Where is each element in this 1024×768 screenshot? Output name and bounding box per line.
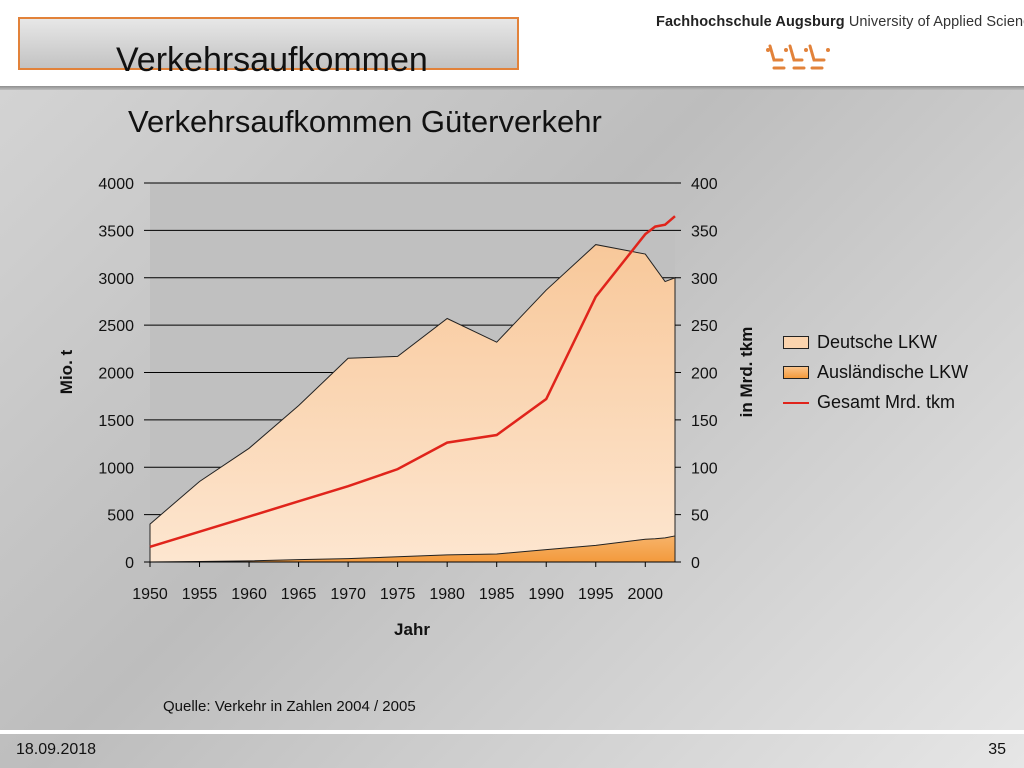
university-name: Fachhochschule Augsburg University of Ap… [656,14,1024,30]
y2-tick-label: 300 [691,271,718,288]
x-tick-label: 1975 [380,586,416,603]
y2-tick-label: 250 [691,318,718,335]
y-tick-label: 2000 [98,366,134,383]
legend-swatch-auslaendische-lkw [783,366,809,379]
footer-date: 18.09.2018 [16,741,97,758]
x-tick-label: 1950 [132,586,168,603]
page-number: 35 [988,741,1006,758]
y-tick-label: 0 [125,555,134,572]
legend-label-deutsche-lkw: Deutsche LKW [817,332,938,352]
university-name-rest: University of Applied Sciences [848,14,1024,30]
x-tick-label: 1960 [231,586,267,603]
y-tick-label: 2500 [98,318,134,335]
university-name-bold: Fachhochschule Augsburg [656,14,845,30]
x-tick-label: 1990 [528,586,564,603]
y-tick-label: 3500 [98,223,134,240]
y2-axis-title: in Mrd. tkm [737,327,756,418]
legend-line-gesamt [783,402,809,404]
legend-label-gesamt: Gesamt Mrd. tkm [817,392,956,412]
y-tick-label: 3000 [98,271,134,288]
y2-tick-label: 0 [691,555,700,572]
area-auslaendische-lkw [149,535,676,563]
y2-tick-label: 100 [691,460,718,477]
university-logo-icon [766,44,830,70]
x-tick-label: 1980 [429,586,465,603]
y-tick-label: 500 [107,508,134,525]
x-tick-label: 1995 [578,586,614,603]
y2-tick-label: 150 [691,413,718,430]
slide-title: Verkehrsaufkommen [116,41,428,79]
x-tick-label: 2000 [627,586,663,603]
source-note: Quelle: Verkehr in Zahlen 2004 / 2005 [163,698,416,715]
y2-tick-label: 50 [691,508,709,525]
header-divider [0,86,1024,90]
x-tick-label: 1955 [182,586,218,603]
legend-label-auslaendische-lkw: Ausländische LKW [817,362,969,382]
y-tick-label: 1500 [98,413,134,430]
x-tick-label: 1970 [330,586,366,603]
x-axis-title: Jahr [394,620,430,639]
y-tick-label: 4000 [98,176,134,193]
slide-title-box: Verkehrsaufkommen [18,17,519,79]
line-gesamt-mrd-tkm [149,215,676,549]
x-tick-label: 1965 [281,586,317,603]
legend-swatch-deutsche-lkw [783,336,809,349]
y-tick-label: 1000 [98,460,134,477]
y-axis-title: Mio. t [57,349,76,394]
x-tick-label: 1985 [479,586,515,603]
footer-divider [0,730,1024,734]
chart-title: Verkehrsaufkommen Güterverkehr [128,104,602,139]
area-deutsche-lkw [149,244,676,563]
y2-tick-label: 350 [691,223,718,240]
y2-tick-label: 400 [691,176,718,193]
y2-tick-label: 200 [691,366,718,383]
